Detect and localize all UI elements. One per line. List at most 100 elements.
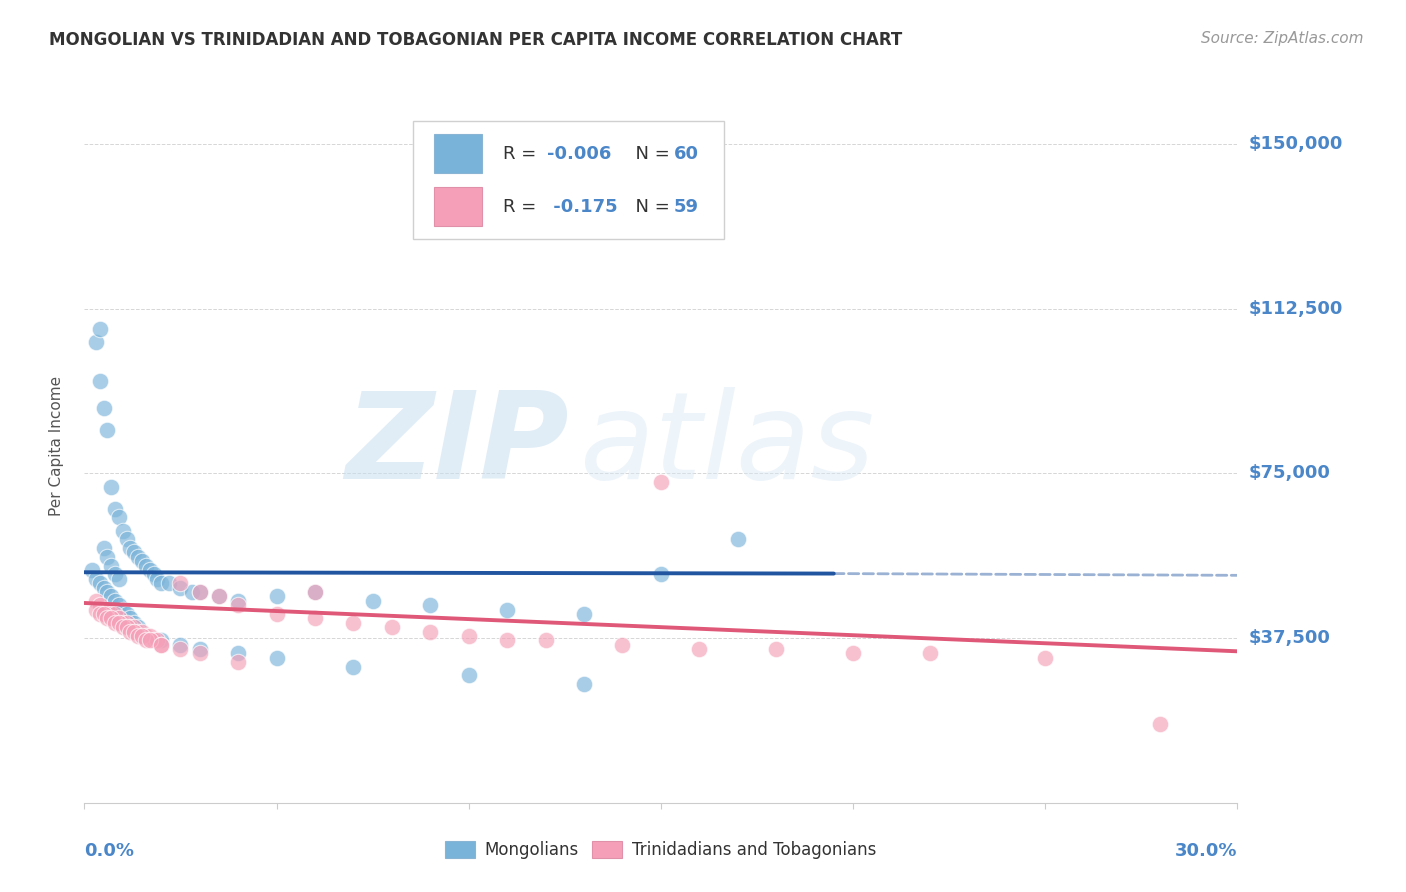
Point [89, 374, 111, 388]
Point [120, 611, 142, 625]
Point [93, 541, 115, 555]
Point [84, 334, 107, 349]
Point [124, 545, 146, 559]
Point [135, 629, 157, 643]
Text: 60: 60 [673, 145, 699, 162]
Point [1149, 716, 1171, 731]
Point [93, 607, 115, 621]
Text: ZIP: ZIP [344, 387, 568, 505]
Point [138, 633, 160, 648]
Point [115, 533, 138, 547]
Point [111, 620, 134, 634]
Text: R =: R = [503, 198, 541, 216]
Point [115, 620, 138, 634]
Point [120, 624, 142, 639]
Point [138, 629, 160, 643]
Point [104, 594, 127, 608]
FancyBboxPatch shape [433, 134, 482, 173]
Text: N =: N = [624, 198, 675, 216]
Point [304, 585, 326, 599]
Point [650, 475, 672, 490]
Point [84, 602, 107, 616]
Point [80, 563, 103, 577]
Text: -0.006: -0.006 [547, 145, 612, 162]
Point [127, 629, 149, 643]
Point [226, 647, 249, 661]
Point [104, 615, 127, 630]
Point [89, 576, 111, 591]
Text: $37,500: $37,500 [1249, 629, 1330, 647]
Point [93, 401, 115, 415]
Point [419, 598, 441, 612]
Point [96, 602, 118, 616]
Point [727, 533, 749, 547]
Point [135, 633, 157, 648]
Point [104, 501, 127, 516]
Point [150, 576, 173, 591]
Point [342, 615, 364, 630]
Point [342, 659, 364, 673]
Point [131, 629, 153, 643]
Point [138, 563, 160, 577]
Point [496, 633, 519, 648]
Point [534, 633, 557, 648]
Point [124, 615, 146, 630]
Point [419, 624, 441, 639]
Point [146, 572, 169, 586]
Point [100, 590, 122, 604]
Point [135, 558, 157, 573]
Point [1033, 651, 1056, 665]
Text: N =: N = [624, 145, 675, 162]
Point [181, 585, 204, 599]
Point [127, 549, 149, 564]
Point [457, 629, 479, 643]
Y-axis label: Per Capita Income: Per Capita Income [49, 376, 63, 516]
Point [131, 554, 153, 568]
Point [208, 590, 231, 604]
Point [142, 567, 165, 582]
Point [84, 594, 107, 608]
Point [304, 611, 326, 625]
Point [226, 598, 249, 612]
Point [120, 620, 142, 634]
Text: $150,000: $150,000 [1249, 135, 1343, 153]
Point [100, 611, 122, 625]
Point [131, 624, 153, 639]
Point [100, 607, 122, 621]
Point [226, 594, 249, 608]
Point [918, 647, 941, 661]
Point [89, 607, 111, 621]
Point [127, 620, 149, 634]
Point [100, 558, 122, 573]
Point [104, 567, 127, 582]
Point [108, 598, 131, 612]
Text: 0.0%: 0.0% [84, 842, 135, 860]
Point [169, 642, 191, 657]
Point [111, 524, 134, 538]
Point [104, 607, 127, 621]
Point [96, 423, 118, 437]
Point [496, 602, 519, 616]
Point [150, 638, 173, 652]
Point [188, 585, 211, 599]
Text: R =: R = [503, 145, 541, 162]
Point [361, 594, 384, 608]
Text: atlas: atlas [581, 387, 876, 505]
Point [131, 629, 153, 643]
Point [457, 668, 479, 682]
Point [108, 611, 131, 625]
Point [572, 607, 595, 621]
FancyBboxPatch shape [413, 121, 724, 239]
Point [169, 581, 191, 595]
Point [150, 633, 173, 648]
Legend: Mongolians, Trinidadians and Tobagonians: Mongolians, Trinidadians and Tobagonians [439, 834, 883, 866]
Point [266, 590, 288, 604]
Point [89, 598, 111, 612]
Point [111, 615, 134, 630]
Point [688, 642, 710, 657]
Point [188, 642, 211, 657]
Point [93, 602, 115, 616]
Point [188, 585, 211, 599]
Point [157, 576, 180, 591]
Point [100, 480, 122, 494]
